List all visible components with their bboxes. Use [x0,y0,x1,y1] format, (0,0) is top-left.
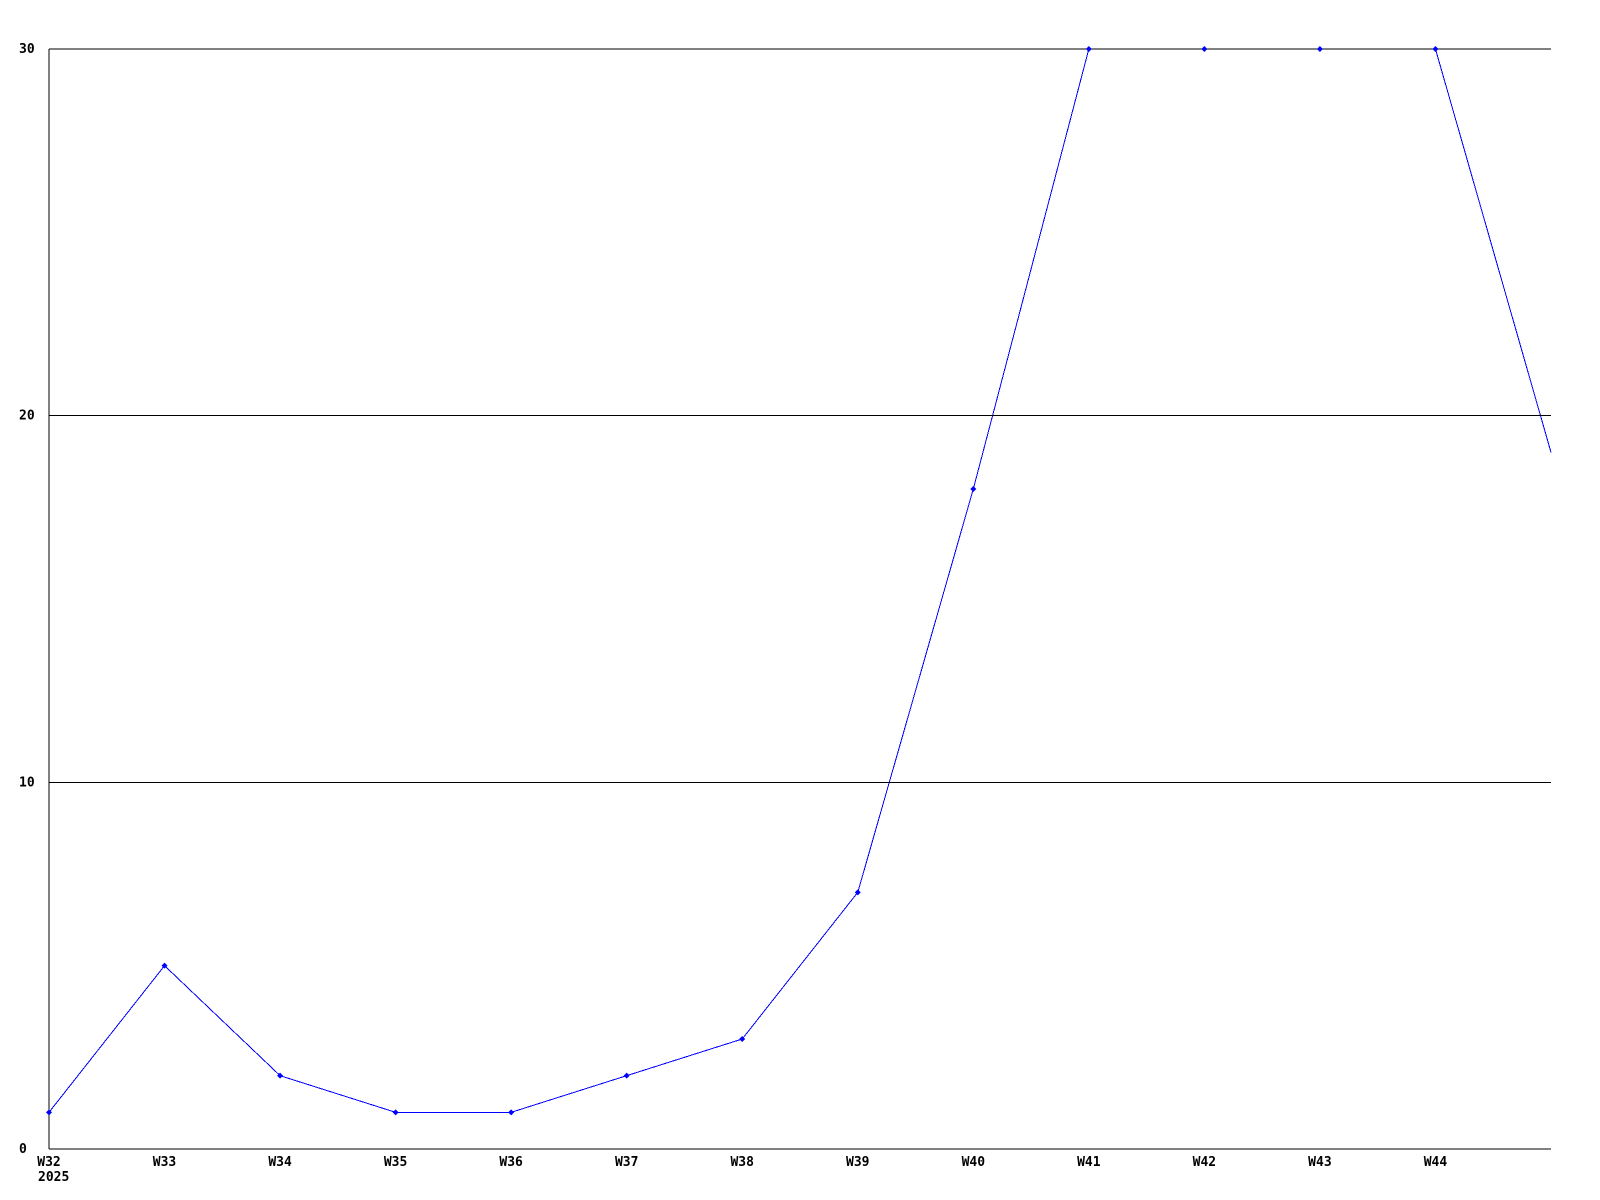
data-point-marker [1085,46,1092,52]
x-tick-label: W35 [384,1155,407,1170]
y-tick-label: 0 [19,1142,27,1157]
x-tick-label: W39 [846,1155,869,1170]
data-point-marker [508,1109,515,1116]
data-point-marker [161,962,168,969]
x-tick-label: W33 [153,1155,176,1170]
data-point-marker [623,1072,630,1079]
data-point-marker [1316,46,1323,52]
x-axis-year-label: 2025 [38,1170,69,1185]
x-tick-label: W37 [615,1155,638,1170]
data-point-marker [277,1072,284,1079]
x-tick-label: W42 [1193,1155,1216,1170]
x-tick-label: W41 [1077,1155,1101,1170]
data-point-marker [46,1109,52,1116]
data-point-marker [970,486,977,492]
data-point-marker [739,1036,746,1042]
x-tick-label: W38 [730,1155,754,1170]
x-tick-label: W34 [268,1155,292,1170]
y-tick-label: 20 [19,409,35,424]
x-tick-label: W44 [1424,1155,1448,1170]
data-point-marker [1201,46,1208,52]
y-tick-label: 10 [19,775,35,790]
data-point-marker [392,1109,399,1116]
x-tick-label: W32 [37,1155,60,1170]
x-tick-label: W43 [1308,1155,1331,1170]
y-tick-label: 30 [19,42,35,57]
data-point-marker [854,889,861,896]
x-tick-label: W40 [962,1155,986,1170]
x-tick-label: W36 [499,1155,523,1170]
data-point-marker [1432,46,1439,52]
